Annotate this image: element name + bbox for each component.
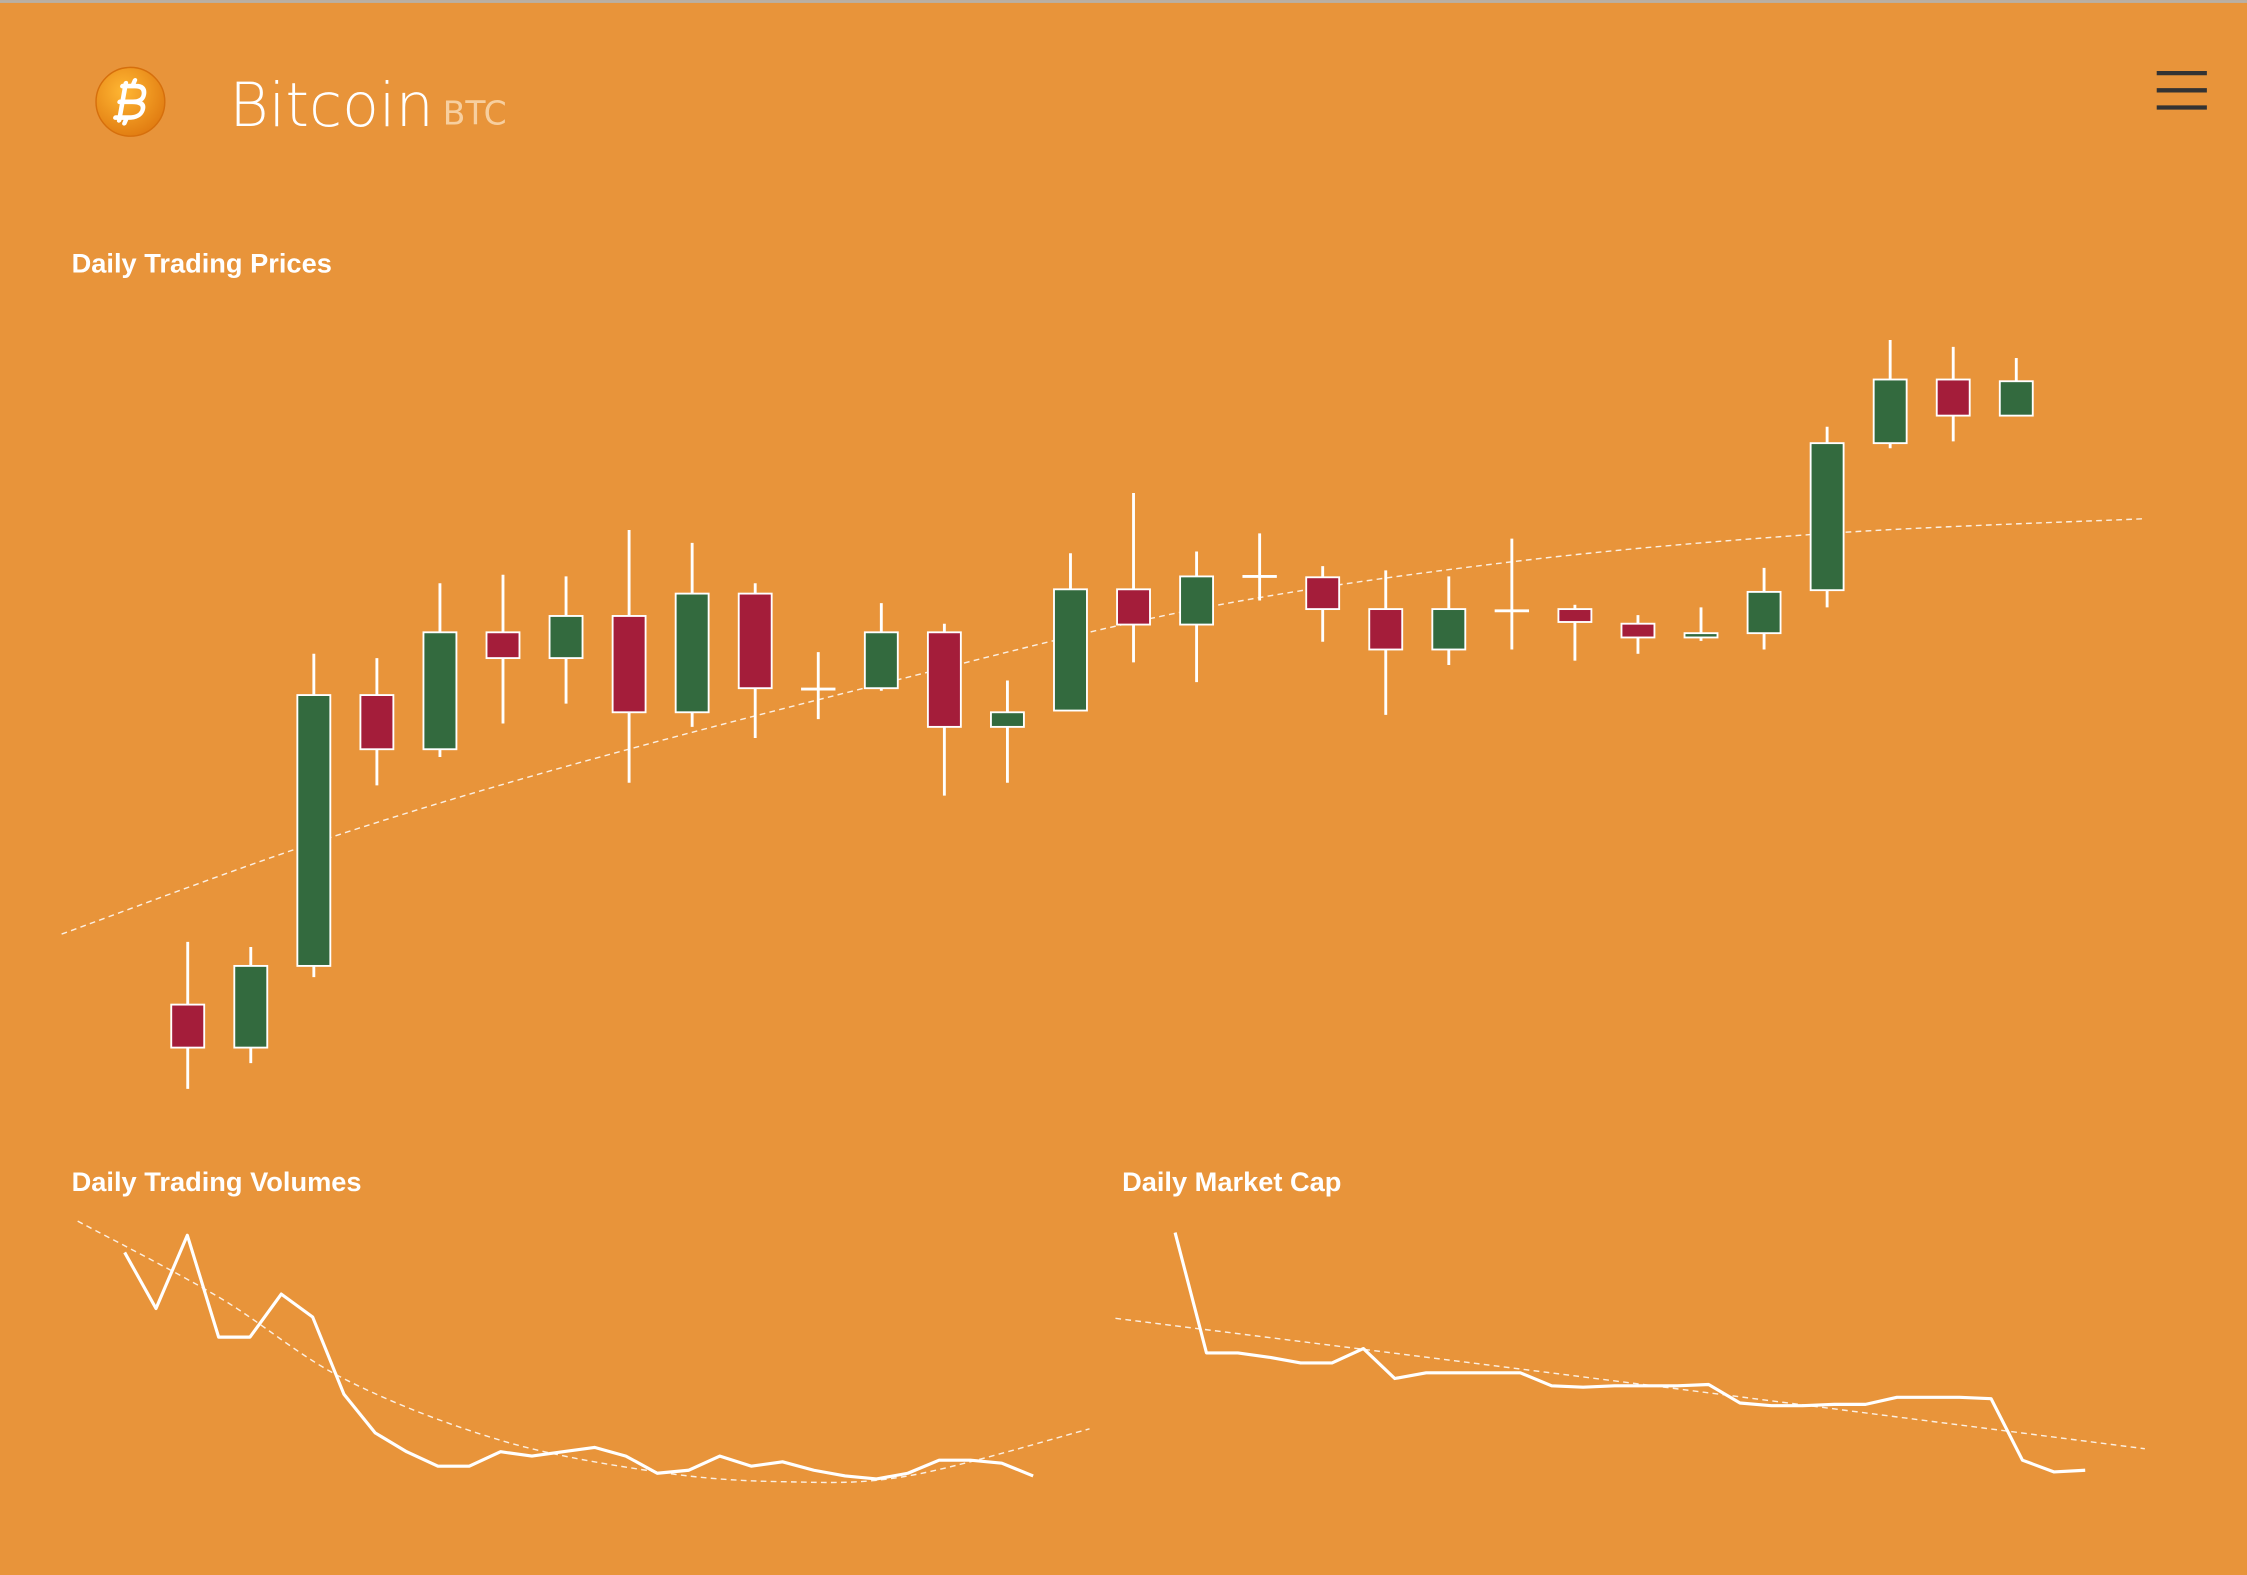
- chart-title: Daily Trading Volumes: [72, 1166, 362, 1197]
- candle-body: [422, 631, 458, 751]
- coin-ticker: BTC: [443, 94, 507, 133]
- logo: [95, 66, 166, 137]
- chart-title: Daily Market Cap: [1122, 1166, 1341, 1197]
- candle-body: [233, 964, 269, 1049]
- candle-body: [1053, 588, 1088, 712]
- chart-title: Daily Trading Prices: [72, 247, 332, 278]
- candle-body: [548, 615, 584, 660]
- data-line: [123, 1233, 1034, 1481]
- candle-body: [926, 631, 962, 728]
- candle-body: [1683, 632, 1719, 639]
- data-line: [1173, 1232, 2086, 1474]
- candle-body: [1557, 608, 1593, 623]
- candle-body: [1872, 378, 1908, 445]
- candle-body: [674, 592, 710, 714]
- candle-body: [1809, 442, 1845, 592]
- candle-body: [1368, 608, 1404, 651]
- menu-button[interactable]: [2150, 63, 2214, 117]
- candle-body: [1431, 608, 1467, 651]
- candle-body: [359, 694, 395, 751]
- candle-body: [611, 615, 647, 714]
- coin-name: Bitcoin: [229, 71, 433, 141]
- top-border: [0, 0, 2247, 3]
- candle-body: [1116, 588, 1151, 626]
- candle-body: [1179, 575, 1214, 626]
- candle-body: [1305, 576, 1341, 611]
- candle-body: [990, 711, 1025, 728]
- candle-body: [1935, 378, 1971, 417]
- trend-line: [61, 518, 2143, 935]
- candle-body: [1620, 622, 1656, 639]
- candle-body: [170, 1003, 206, 1049]
- candle-body: [863, 631, 899, 690]
- candle-body: [737, 592, 773, 690]
- trend-line: [77, 1220, 1090, 1484]
- candle-body: [485, 631, 521, 660]
- candle-body: [1746, 590, 1782, 635]
- candle-body: [1998, 380, 2034, 417]
- candle-body: [296, 694, 332, 967]
